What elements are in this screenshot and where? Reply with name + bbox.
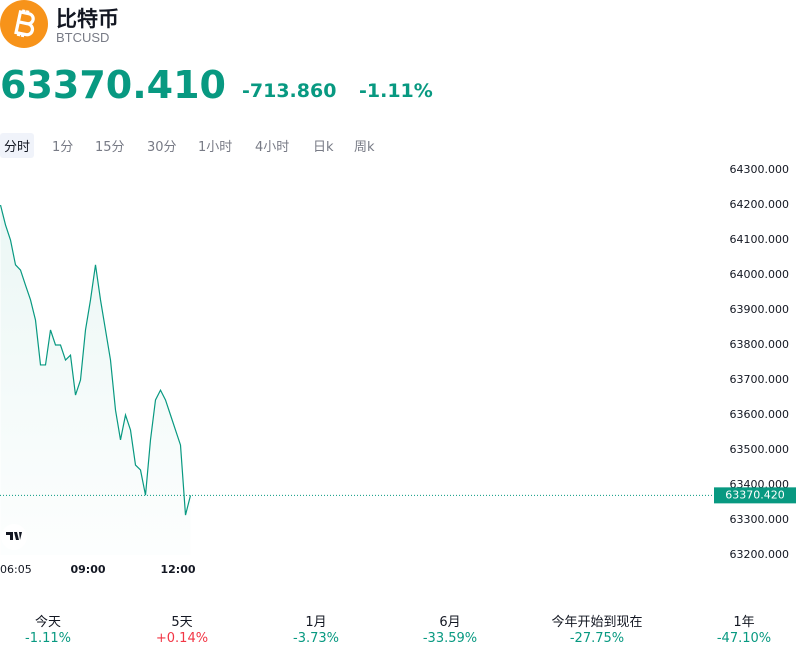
period-change: -47.10%	[716, 631, 772, 646]
coin-icon	[0, 0, 48, 48]
tab[interactable]: 日k	[313, 140, 334, 155]
title: 比特币	[56, 7, 119, 31]
x-tick-label: 09:00	[70, 563, 105, 576]
tab[interactable]: 1小时	[198, 140, 233, 155]
period-label: 今年开始到现在	[551, 615, 643, 630]
period-change: -1.11%	[25, 631, 71, 646]
period-change: -33.59%	[422, 631, 478, 646]
y-tick-label: 63300.000	[730, 513, 790, 526]
last-price-label: 63370.420	[725, 488, 785, 501]
period-label: 6月	[439, 615, 461, 630]
price: 63370.410	[0, 63, 226, 107]
period-label: 今天	[34, 615, 61, 630]
y-tick-label: 63200.000	[730, 548, 790, 561]
last-price-box	[714, 487, 796, 504]
x-tick-label: 12:00	[160, 563, 195, 576]
change: -713.860	[242, 80, 337, 102]
tv-logo	[1, 524, 27, 550]
price-line	[0, 204, 192, 516]
y-tick-label: 63700.000	[730, 373, 790, 386]
tab[interactable]: 4小时	[255, 140, 290, 155]
tab[interactable]: 30分	[147, 140, 177, 155]
period-change: -27.75%	[569, 631, 625, 646]
period-change: +0.14%	[155, 631, 209, 646]
tab[interactable]: 15分	[95, 140, 125, 155]
area	[0, 205, 191, 555]
tab[interactable]: 分时	[0, 133, 35, 158]
y-tick-label: 63600.000	[730, 408, 790, 421]
tab[interactable]: 周k	[354, 140, 375, 155]
y-tick-label: 63800.000	[730, 338, 790, 351]
y-tick-label: 64100.000	[730, 233, 790, 246]
chart: 64300.000 64200.000 64100.000 64000.000 6390…	[0, 163, 796, 576]
y-tick-label: 64000.000	[730, 268, 790, 281]
symbol: BTCUSD	[56, 30, 110, 45]
y-tick-label: 63900.000	[730, 303, 790, 316]
period-label: 1月	[305, 615, 327, 630]
x-tick-label: 06:05	[0, 563, 32, 576]
tab[interactable]: 1分	[52, 140, 74, 155]
y-tick-label: 64200.000	[730, 198, 790, 211]
period-change: -3.73%	[293, 631, 339, 646]
period-label: 5天	[171, 615, 193, 630]
y-tick-label: 64300.000	[730, 163, 790, 176]
period-label: 1年	[733, 615, 755, 630]
change-pct: -1.11%	[359, 80, 433, 102]
y-tick-label: 63500.000	[730, 443, 790, 456]
